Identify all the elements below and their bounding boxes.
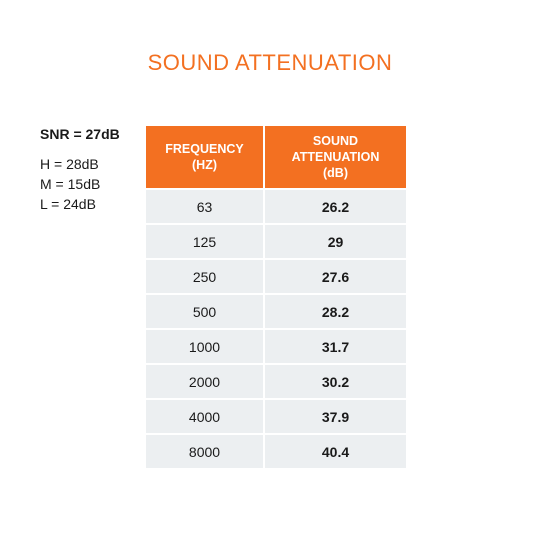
table-row: 125 29 <box>146 223 406 259</box>
cell-frequency: 2000 <box>146 363 265 399</box>
header-frequency: FREQUENCY (HZ) <box>146 126 265 189</box>
rating-medium: M = 15dB <box>40 176 101 192</box>
table-row: 8000 40.4 <box>146 433 406 468</box>
table-row: 1000 31.7 <box>146 328 406 364</box>
cell-attenuation: 29 <box>264 223 406 259</box>
snr-value: SNR = 27dB <box>40 126 120 142</box>
header-attenuation-line3: (dB) <box>323 166 348 180</box>
table-row: 250 27.6 <box>146 258 406 294</box>
header-attenuation: SOUND ATTENUATION (dB) <box>264 126 406 189</box>
page-title: SOUND ATTENUATION <box>147 50 393 75</box>
table-row: 2000 30.2 <box>146 363 406 399</box>
header-attenuation-line2: ATTENUATION <box>291 150 380 164</box>
cell-frequency: 250 <box>146 258 265 294</box>
cell-frequency: 1000 <box>146 328 265 364</box>
cell-attenuation: 30.2 <box>264 363 406 399</box>
table-row: 63 26.2 <box>146 188 406 224</box>
cell-frequency: 500 <box>146 293 265 329</box>
table-header-row: FREQUENCY (HZ) SOUND ATTENUATION (dB) <box>146 126 406 189</box>
cell-attenuation: 37.9 <box>264 398 406 434</box>
table-row: 500 28.2 <box>146 293 406 329</box>
cell-frequency: 4000 <box>146 398 265 434</box>
cell-attenuation: 40.4 <box>264 433 406 468</box>
attenuation-table: FREQUENCY (HZ) SOUND ATTENUATION (dB) 63… <box>146 126 406 468</box>
header-frequency-line2: (HZ) <box>192 158 217 172</box>
cell-attenuation: 31.7 <box>264 328 406 364</box>
rating-info: SNR = 27dB H = 28dB M = 15dB L = 24dB <box>40 126 140 214</box>
rating-high: H = 28dB <box>40 156 99 172</box>
cell-frequency: 125 <box>146 223 265 259</box>
cell-attenuation: 27.6 <box>264 258 406 294</box>
cell-frequency: 8000 <box>146 433 265 468</box>
header-frequency-line1: FREQUENCY <box>165 142 244 156</box>
cell-frequency: 63 <box>146 188 265 224</box>
table-row: 4000 37.9 <box>146 398 406 434</box>
rating-low: L = 24dB <box>40 196 96 212</box>
cell-attenuation: 28.2 <box>264 293 406 329</box>
cell-attenuation: 26.2 <box>264 188 406 224</box>
header-attenuation-line1: SOUND <box>312 134 359 148</box>
attenuation-table-container: FREQUENCY (HZ) SOUND ATTENUATION (dB) 63… <box>146 126 406 468</box>
